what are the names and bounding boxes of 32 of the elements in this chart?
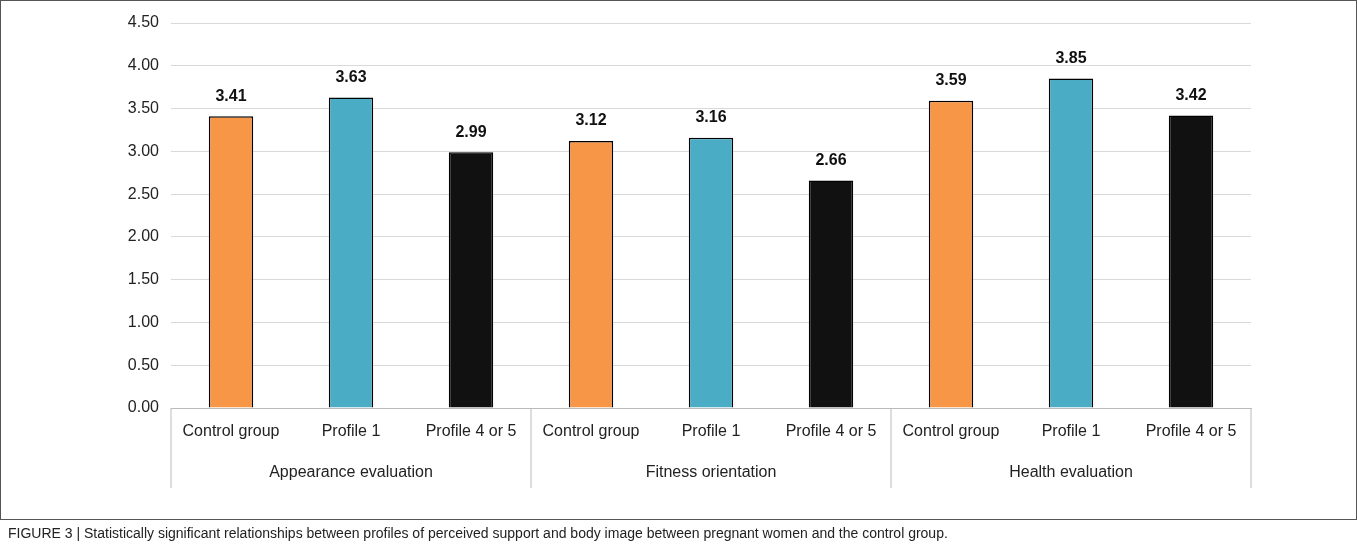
x-tick-label: Profile 1	[681, 422, 741, 440]
data-label: 2.66	[815, 150, 847, 168]
y-tick-label: 2.50	[127, 184, 160, 202]
y-tick-label: 4.50	[127, 13, 160, 31]
x-tick-label: Control group	[902, 422, 1000, 440]
text: Fitness orientation	[645, 463, 777, 481]
y-tick-label: 1.00	[127, 312, 160, 330]
y-tick-label: 4.00	[127, 56, 160, 74]
data-label: 2.99	[455, 122, 487, 140]
x-tick-label: Control group	[542, 422, 640, 440]
x-tick-label: Control group	[182, 422, 280, 440]
data-label: 3.59	[935, 71, 967, 89]
x-tick-label: Profile 1	[321, 422, 381, 440]
data-label: 3.85	[1055, 49, 1087, 67]
data-label: 3.42	[1175, 85, 1207, 103]
y-tick-label: 3.50	[127, 98, 160, 116]
y-tick-label: 0.00	[127, 398, 160, 416]
x-tick-label: Profile 4 or 5	[425, 422, 517, 440]
x-tick-label: Profile 4 or 5	[1145, 422, 1237, 440]
y-tick-label: 3.00	[127, 141, 160, 159]
x-tick-label: Profile 1	[1041, 422, 1101, 440]
data-label: 3.41	[215, 86, 247, 104]
y-tick-label: 2.00	[127, 227, 160, 245]
y-tick-label: 1.50	[127, 270, 160, 288]
text: Appearance evaluation	[269, 463, 433, 481]
data-label: 3.63	[335, 67, 367, 85]
caption: FIGURE 3 | Statistically significant relationships between profiles of perceived support and body image between pregnant women and the control group.	[8, 525, 948, 541]
data-label: 3.12	[575, 111, 607, 129]
data-label: 3.16	[695, 108, 727, 126]
text: Health evaluation	[1009, 463, 1133, 481]
x-tick-label: Profile 4 or 5	[785, 422, 877, 440]
y-tick-label: 0.50	[127, 355, 160, 373]
